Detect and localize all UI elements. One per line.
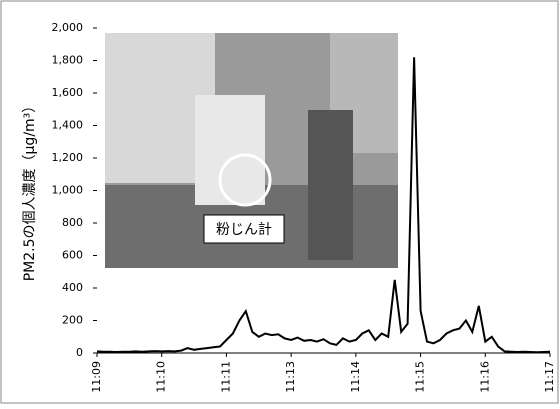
x-tick-label: 11:10	[155, 361, 168, 393]
y-tick-label: 1,200	[52, 151, 84, 164]
x-tick-label: 11:15	[414, 361, 427, 393]
data-line	[96, 57, 551, 354]
x-tick-label: 11:17	[543, 361, 556, 393]
y-tick-label: 400	[62, 281, 83, 294]
y-axis-title: PM2.5の個人濃度（μg/m³）	[22, 99, 38, 282]
y-tick-label: 0	[76, 346, 83, 359]
y-tick-label: 1,000	[52, 184, 84, 197]
annotation: 粉じん計	[216, 222, 272, 238]
y-tick-label: 1,800	[52, 54, 84, 67]
highlight-circle	[218, 153, 272, 207]
x-tick-label: 11:09	[90, 361, 103, 393]
y-tick-label: 2,000	[52, 21, 84, 34]
x-tick-label: 11:14	[349, 361, 362, 393]
y-tick-label: 200	[62, 314, 83, 327]
x-tick-label: 11:13	[284, 361, 297, 393]
photo-person	[195, 95, 265, 205]
y-tick-label: 1,600	[52, 86, 84, 99]
annotation-box	[203, 214, 285, 244]
y-tick-label: 1,400	[52, 119, 84, 132]
photo: 粉じん計	[105, 33, 398, 268]
x-tick-label: 11:16	[478, 361, 491, 393]
y-tick-label: 600	[62, 249, 83, 262]
x-tick-label: 11:11	[219, 361, 232, 393]
y-tick-label: 800	[62, 216, 83, 229]
photo-person	[308, 110, 353, 260]
